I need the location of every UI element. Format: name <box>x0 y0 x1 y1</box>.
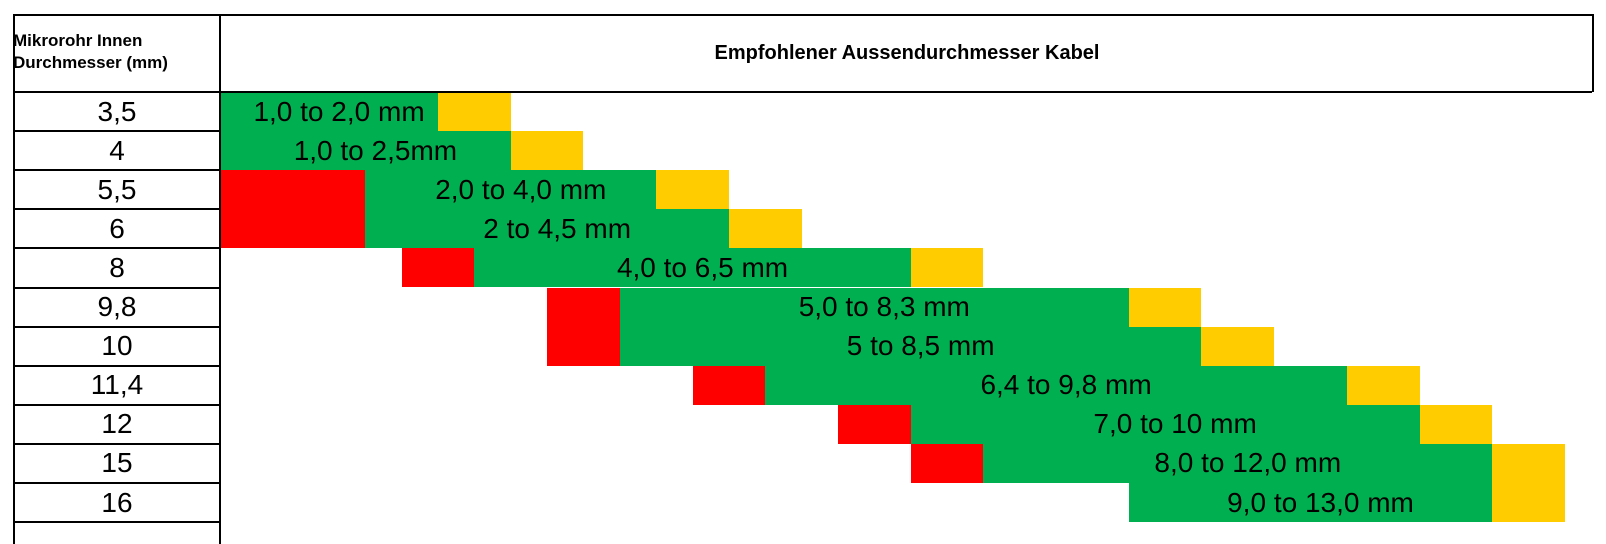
green-band <box>983 443 1493 483</box>
red-band <box>220 209 366 249</box>
red-band <box>401 248 475 288</box>
green-band <box>220 92 439 132</box>
yellow-band <box>1492 483 1565 523</box>
row-divider <box>13 403 219 406</box>
row-divider <box>13 130 219 133</box>
row-divider <box>13 364 219 367</box>
range-label: 6,4 to 9,8 mm <box>980 369 1152 401</box>
row-id: 5,5 <box>97 173 137 205</box>
yellow-band <box>1346 365 1420 405</box>
row-id: 4 <box>109 134 125 166</box>
range-label: 9,0 to 13,0 mm <box>1227 486 1414 518</box>
row-divider <box>13 286 219 289</box>
table-right-border <box>1592 14 1594 92</box>
row-id: 9,8 <box>97 291 137 323</box>
range-label: 5,0 to 8,3 mm <box>798 291 970 323</box>
column-divider <box>219 14 221 544</box>
range-label: 5 to 8,5 mm <box>846 330 995 362</box>
red-band <box>837 404 911 444</box>
row-id: 8 <box>109 251 125 283</box>
column-header-microduct: Mikrorohr Innen Durchmesser (mm) <box>13 30 221 74</box>
range-label: 2 to 4,5 mm <box>483 212 632 244</box>
header-bottom-border <box>13 91 1592 93</box>
row-divider <box>13 247 219 250</box>
range-label: 7,0 to 10 mm <box>1093 408 1257 440</box>
row-id: 16 <box>101 486 133 518</box>
row-divider <box>13 325 219 328</box>
green-band <box>365 170 657 210</box>
row-divider <box>13 482 219 484</box>
row-divider <box>13 208 219 211</box>
red-band <box>547 287 620 327</box>
row-id: 3,5 <box>97 95 137 127</box>
green-band <box>765 365 1347 405</box>
green-band <box>910 404 1420 444</box>
yellow-band <box>438 92 511 132</box>
range-label: 8,0 to 12,0 mm <box>1154 447 1342 479</box>
yellow-band <box>910 248 984 288</box>
column-header-line1: Mikrorohr Innen <box>13 31 143 50</box>
red-band <box>692 365 766 405</box>
yellow-band <box>1201 326 1275 366</box>
range-label: 1,0 to 2,0 mm <box>253 95 425 127</box>
yellow-band <box>1419 404 1493 444</box>
row-divider <box>13 169 219 172</box>
range-label: 4,0 to 6,5 mm <box>616 251 789 283</box>
row-divider <box>13 521 219 524</box>
row-id: 11,4 <box>90 369 144 401</box>
green-band <box>474 248 911 288</box>
red-band <box>910 443 984 483</box>
red-band <box>547 326 620 366</box>
column-header-line2: Durchmesser (mm) <box>13 53 168 72</box>
red-band <box>220 170 366 210</box>
row-id: 15 <box>101 447 133 479</box>
green-band <box>365 209 729 249</box>
range-label: 1,0 to 2,5mm <box>293 134 458 166</box>
range-label: 2,0 to 4,0 mm <box>435 173 607 205</box>
row-id: 12 <box>101 408 133 440</box>
yellow-band <box>656 170 729 210</box>
table-left-border <box>13 14 15 544</box>
yellow-band <box>510 131 584 171</box>
row-id: 6 <box>109 212 125 244</box>
yellow-band <box>728 209 802 249</box>
green-band <box>1128 483 1493 523</box>
yellow-band <box>1492 443 1565 483</box>
row-divider <box>13 442 219 445</box>
green-band <box>619 326 1202 366</box>
green-band <box>619 287 1129 327</box>
column-header-cable-diameter: Empfohlener Aussendurchmesser Kabel <box>714 41 1100 64</box>
table-top-border <box>13 14 1592 16</box>
row-id: 10 <box>101 330 133 362</box>
green-band <box>220 131 511 171</box>
yellow-band <box>1128 287 1202 327</box>
